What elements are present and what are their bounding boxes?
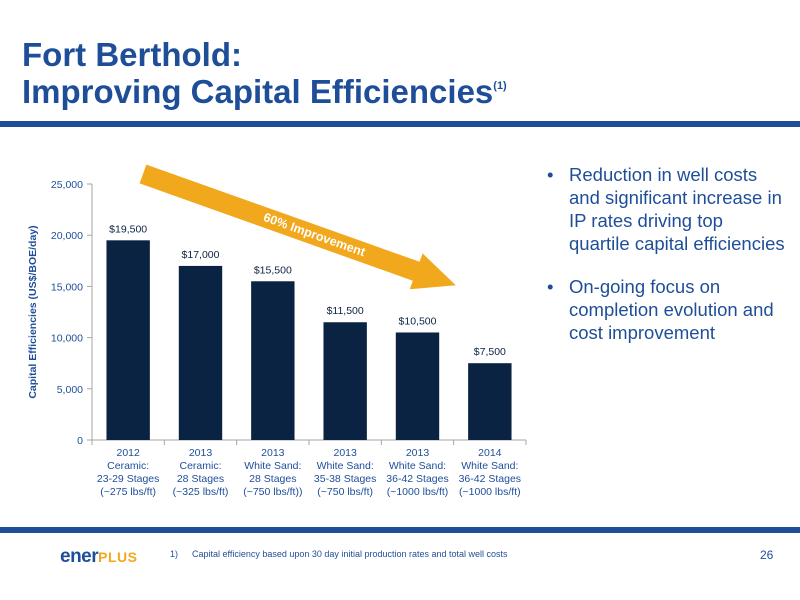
y-axis-title: Capital Efficiencies (US$/BOE/day) xyxy=(27,225,39,398)
capital-efficiency-chart: 0 5,000 10,000 15,000 20,000 25,000 Capital Ef… xyxy=(27,164,527,498)
x-tick-label-line: 2012 xyxy=(116,447,140,459)
x-tick-label: 2013 White Sand: 35-38 Stages (~750 lbs/ft) xyxy=(314,447,376,498)
x-tick-label-line: Ceramic: xyxy=(179,460,221,472)
bar xyxy=(468,363,512,440)
y-tick-label: 5,000 xyxy=(57,384,83,396)
x-tick-label-line: White Sand: xyxy=(244,460,301,472)
x-tick-label-line: White Sand: xyxy=(461,460,518,472)
title-line-1: Fort Berthold: xyxy=(22,36,242,73)
footnote-number: 1) xyxy=(170,549,179,559)
x-tick-label-line: 28 Stages xyxy=(177,473,224,485)
y-tick-label: 0 xyxy=(77,435,83,447)
y-tick-label: 20,000 xyxy=(51,230,83,242)
x-tick-label-line: Ceramic: xyxy=(107,460,149,472)
bullet-item: • Reduction in well costs and significan… xyxy=(545,163,785,255)
bar xyxy=(323,322,367,440)
footer-divider xyxy=(0,527,800,533)
x-tick-label: 2013 White Sand: 36-42 Stages (~1000 lbs/ft… xyxy=(386,447,448,498)
x-tick-label-line: (~1000 lbs/ft) xyxy=(387,486,449,498)
x-tick-label-line: (~750 lbs/ft) xyxy=(317,486,373,498)
improvement-arrow xyxy=(139,164,456,290)
x-tick-label-line: (~325 lbs/ft) xyxy=(173,486,229,498)
bar xyxy=(395,332,440,440)
x-tick-label-line: (~275 lbs/ft) xyxy=(100,486,156,498)
footnote-text: Capital efficiency based upon 30 day ini… xyxy=(192,549,508,559)
improvement-annotation: 60% Improvement xyxy=(262,210,368,259)
enerplus-logo: enerPLUS xyxy=(60,546,137,568)
bar-data-label: $15,500 xyxy=(254,264,292,276)
logo-main-text: ener xyxy=(60,546,99,567)
bullet-dot-icon: • xyxy=(547,276,554,297)
bullet-dot-icon: • xyxy=(547,164,554,185)
x-tick-label-line: White Sand: xyxy=(317,460,374,472)
x-tick-label: 2013 Ceramic: 28 Stages (~325 lbs/ft) xyxy=(173,447,229,498)
x-tick-label-line: 2013 xyxy=(261,447,285,459)
x-tick-label-line: 2013 xyxy=(333,447,357,459)
x-tick-label-line: White Sand: xyxy=(389,460,446,472)
x-tick-label-line: 2013 xyxy=(189,447,213,459)
x-tick-label: 2013 White Sand: 28 Stages (~750 lbs/ft)) xyxy=(243,447,302,498)
bar xyxy=(251,281,295,440)
x-tick-label-line: 36-42 Stages xyxy=(459,473,521,485)
x-tick-label-line: 23-29 Stages xyxy=(97,473,159,485)
bullet-text: Reduction in well costs and significant … xyxy=(569,164,785,254)
logo-plus-text: PLUS xyxy=(98,549,138,565)
x-tick-label-line: (~1000 lbs/ft) xyxy=(459,486,521,498)
bullet-text: On-going focus on completion evolution a… xyxy=(569,276,774,343)
bar-data-label: $10,500 xyxy=(399,315,437,327)
x-tick-label-line: 36-42 Stages xyxy=(386,473,448,485)
bar xyxy=(106,240,150,440)
title-line-2: Improving Capital Efficiencies(1) xyxy=(22,73,507,119)
y-tick-label: 15,000 xyxy=(51,281,83,293)
x-tick-label-line: 2013 xyxy=(406,447,430,459)
bar xyxy=(178,265,223,440)
bullet-list: • Reduction in well costs and significan… xyxy=(545,163,785,364)
bar-data-label: $11,500 xyxy=(327,305,364,317)
x-tick-label: 2014 White Sand: 36-42 Stages (~1000 lbs/ft… xyxy=(459,447,521,498)
title-divider xyxy=(0,121,800,127)
y-tick-label: 10,000 xyxy=(51,333,83,345)
x-tick-label-line: (~750 lbs/ft)) xyxy=(243,486,302,498)
x-tick-label-line: 2014 xyxy=(478,447,502,459)
x-tick-label-line: 35-38 Stages xyxy=(314,473,376,485)
page-number: 26 xyxy=(760,548,774,562)
bullet-item: • On-going focus on completion evolution… xyxy=(545,275,785,344)
title-line-2-text: Improving Capital Efficiencies xyxy=(22,73,494,110)
x-tick-label-line: 28 Stages xyxy=(249,473,296,485)
title-footnote-marker: (1) xyxy=(493,80,507,92)
bar-data-label: $19,500 xyxy=(109,223,147,235)
bar-data-label: $7,500 xyxy=(474,346,506,358)
footnote: 1) Capital efficiency based upon 30 day i… xyxy=(170,549,508,559)
x-tick-label: 2012 Ceramic: 23-29 Stages (~275 lbs/ft) xyxy=(97,447,159,498)
bar-data-label: $17,000 xyxy=(182,249,220,261)
y-tick-label: 25,000 xyxy=(51,179,83,191)
slide-title: Fort Berthold: Improving Capital Efficie… xyxy=(22,36,507,119)
